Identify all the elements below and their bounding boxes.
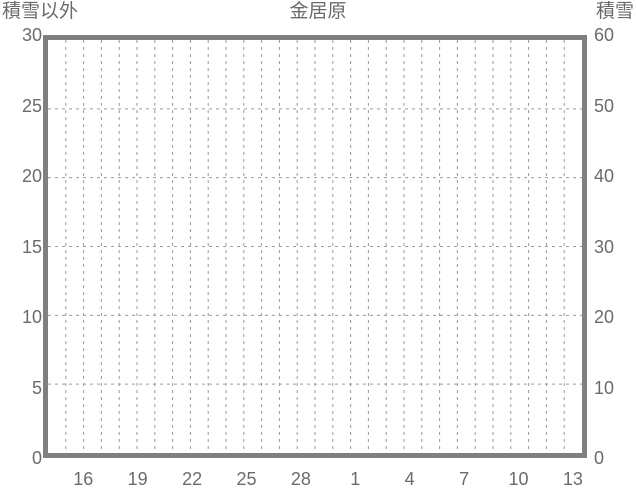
left-axis-title: 積雪以外 <box>2 1 79 22</box>
x-axis-tick-label: 19 <box>127 469 148 489</box>
plot-area <box>43 35 587 458</box>
x-axis-tick-label: 16 <box>73 469 94 489</box>
y-axis-left-tick-label: 10 <box>21 307 42 327</box>
gridlines <box>48 40 582 453</box>
y-axis-left-tick-label: 25 <box>21 95 42 116</box>
y-axis-right-tick-label: 40 <box>594 166 615 186</box>
plot-inner <box>48 40 582 453</box>
y-axis-left-tick-label: 30 <box>21 25 42 45</box>
y-axis-right-tick-label: 0 <box>594 448 605 468</box>
y-axis-right-tick-label: 10 <box>594 377 615 398</box>
x-axis-tick-label: 4 <box>404 469 415 489</box>
right-axis-title: 積雪 <box>595 1 634 22</box>
y-axis-left-tick-label: 20 <box>21 166 42 186</box>
y-axis-right-tick-label: 20 <box>594 307 615 327</box>
y-axis-left-tick-label: 0 <box>31 448 42 468</box>
x-axis-tick-label: 13 <box>562 469 583 489</box>
chart-title: 金居原 <box>289 1 347 22</box>
y-axis-right-tick-label: 30 <box>594 236 615 257</box>
x-axis-tick-label: 22 <box>182 469 203 489</box>
y-axis-left-tick-label: 15 <box>21 236 42 257</box>
x-axis-tick-label: 1 <box>350 469 361 489</box>
x-axis-tick-label: 10 <box>508 469 529 489</box>
x-axis-tick-label: 28 <box>290 469 311 489</box>
y-axis-left-tick-label: 5 <box>31 377 42 398</box>
y-axis-right-tick-label: 60 <box>594 25 615 45</box>
x-axis-tick-label: 7 <box>459 469 470 489</box>
x-axis-tick-label: 25 <box>236 469 257 489</box>
y-axis-right-tick-label: 50 <box>594 95 615 116</box>
